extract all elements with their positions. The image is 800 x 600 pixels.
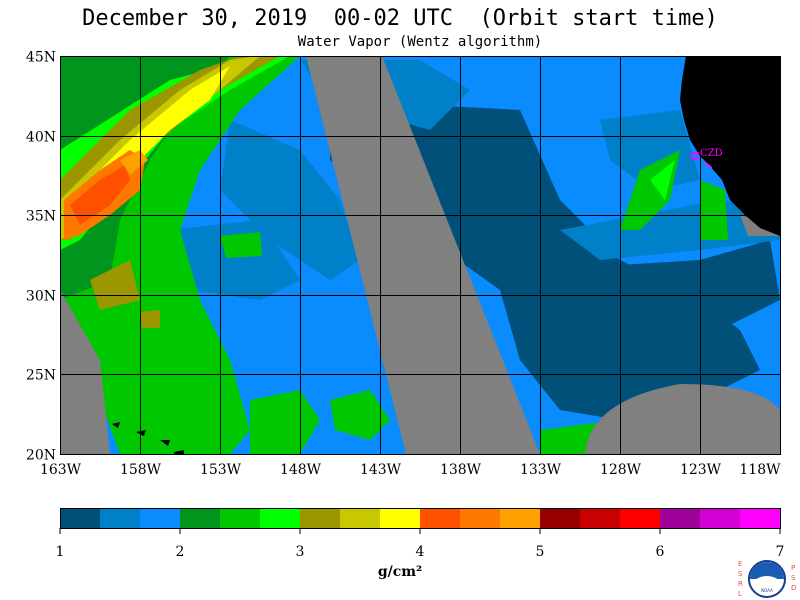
station-marker-tick (704, 161, 713, 169)
map-title: December 30, 2019 00-02 UTC (Orbit start… (82, 6, 718, 31)
logo-letter: R (738, 580, 743, 588)
colorbar-swatch (140, 508, 181, 528)
colorbar-swatch (500, 508, 541, 528)
longitude-labels: 163W 158W 153W 148W 143W 138W 133W 128W 123W 118W (40, 462, 781, 478)
colorbar-swatch (460, 508, 501, 528)
latitude-labels: 45N 40N 35N 30N 25N 20N (26, 50, 56, 464)
lon-label: 158W (120, 462, 162, 478)
logo-letter: L (738, 590, 742, 598)
lat-label: 30N (26, 289, 56, 305)
lat-label: 45N (26, 50, 56, 66)
station-marker-box (691, 152, 699, 160)
lon-label: 128W (600, 462, 642, 478)
colorbar-tick-labels: 1 2 3 4 5 6 7 (56, 528, 785, 560)
colorbar-swatch (260, 508, 301, 528)
water-vapor-field (60, 56, 780, 454)
logo-letter: S (738, 570, 743, 578)
lon-label: 153W (200, 462, 242, 478)
colorbar-swatch (60, 508, 101, 528)
lon-label: 118W (739, 462, 781, 478)
logo-letter: D (791, 584, 796, 592)
logo-letter: S (791, 574, 796, 582)
colorbar-swatch (100, 508, 141, 528)
lon-label: 138W (440, 462, 482, 478)
noaa-emblem-bird (752, 576, 782, 582)
colorbar-swatch (700, 508, 741, 528)
colorbar-swatch (420, 508, 461, 528)
colorbar-tick-label: 6 (656, 544, 665, 560)
map-frame (60, 56, 781, 455)
lon-label: 148W (280, 462, 322, 478)
colorbar-tick-label: 4 (416, 544, 425, 560)
colorbar-tick-label: 7 (776, 544, 785, 560)
colorbar-tick-label: 1 (56, 544, 65, 560)
colorbar (60, 508, 781, 529)
colorbar-unit: g/cm² (377, 564, 423, 580)
colorbar-swatch (180, 508, 221, 528)
colorbar-swatch (620, 508, 661, 528)
logo-letter: P (791, 564, 795, 572)
colorbar-tick-label: 3 (296, 544, 305, 560)
colorbar-swatch (340, 508, 381, 528)
map-subtitle: Water Vapor (Wentz algorithm) (297, 34, 543, 50)
colorbar-swatch (220, 508, 261, 528)
colorbar-tick-label: 2 (176, 544, 185, 560)
noaa-emblem-text: NOAA (761, 588, 773, 593)
colorbar-tick-label: 5 (536, 544, 545, 560)
colorbar-swatch (300, 508, 341, 528)
lon-label: 163W (40, 462, 82, 478)
noaa-emblem-sky (750, 562, 784, 579)
colorbar-swatch (540, 508, 581, 528)
colorbar-swatch (380, 508, 421, 528)
lon-label: 143W (360, 462, 402, 478)
lat-label: 25N (26, 368, 56, 384)
lat-label: 20N (26, 448, 56, 464)
colorbar-swatch (740, 508, 781, 528)
station-label: CZD (700, 148, 723, 159)
lat-label: 40N (26, 130, 56, 146)
station-marker: CZD (691, 148, 723, 169)
noaa-esrl-psd-logo: E S R L P S D NOAA (738, 560, 796, 598)
lon-label: 133W (520, 462, 562, 478)
colorbar-swatch (660, 508, 701, 528)
lat-label: 35N (26, 209, 56, 225)
colorbar-swatch (580, 508, 621, 528)
lat-lon-grid (60, 56, 780, 454)
lon-label: 123W (680, 462, 722, 478)
logo-letter: E (738, 560, 742, 568)
